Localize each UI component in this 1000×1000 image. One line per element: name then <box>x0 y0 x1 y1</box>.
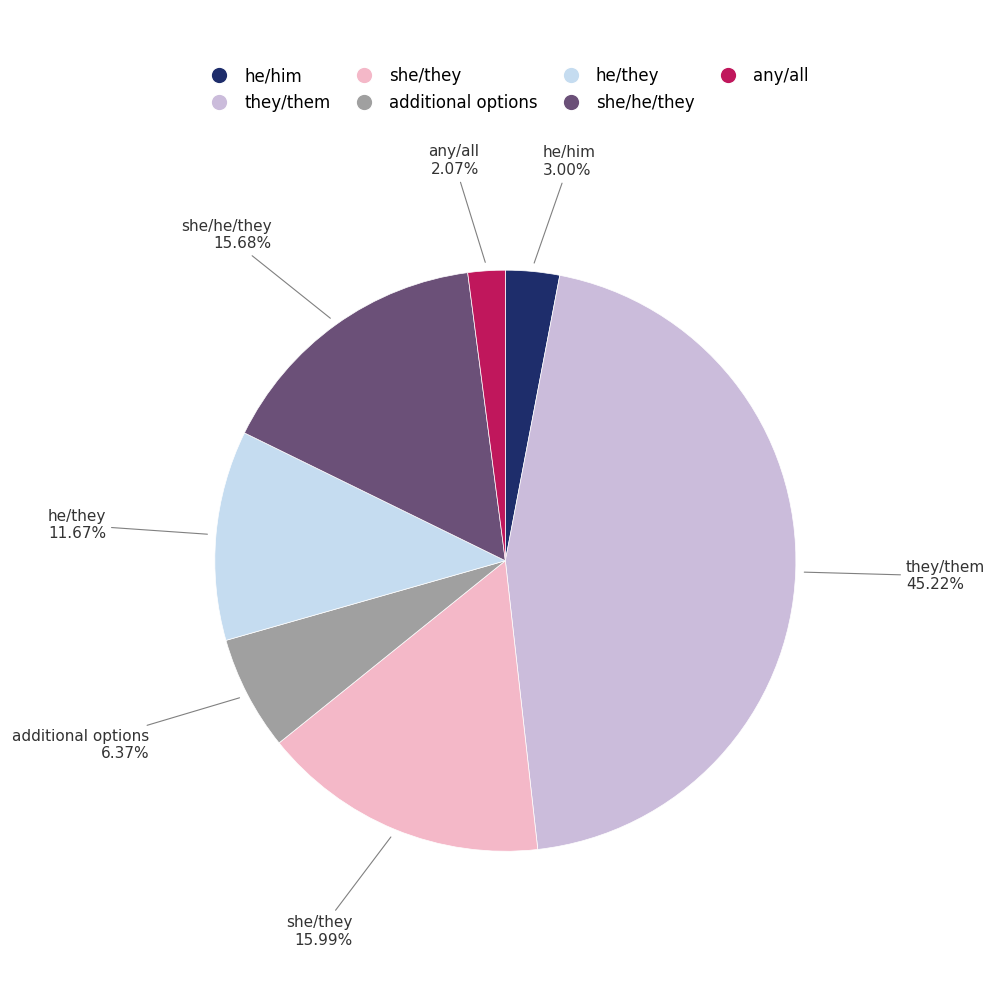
Text: she/they
15.99%: she/they 15.99% <box>286 837 391 948</box>
Wedge shape <box>468 270 505 561</box>
Wedge shape <box>226 561 505 743</box>
Text: they/them
45.22%: they/them 45.22% <box>804 560 985 592</box>
Wedge shape <box>505 270 560 561</box>
Text: he/they
11.67%: he/they 11.67% <box>48 509 207 541</box>
Legend: he/him, they/them, she/they, additional options, he/they, she/he/they, any/all: he/him, they/them, she/they, additional … <box>196 61 815 118</box>
Text: he/him
3.00%: he/him 3.00% <box>534 145 596 263</box>
Wedge shape <box>279 561 538 851</box>
Text: additional options
6.37%: additional options 6.37% <box>12 698 240 761</box>
Wedge shape <box>244 273 505 561</box>
Text: any/all
2.07%: any/all 2.07% <box>428 144 485 262</box>
Wedge shape <box>215 433 505 640</box>
Wedge shape <box>505 275 796 849</box>
Text: she/he/they
15.68%: she/he/they 15.68% <box>181 219 330 318</box>
